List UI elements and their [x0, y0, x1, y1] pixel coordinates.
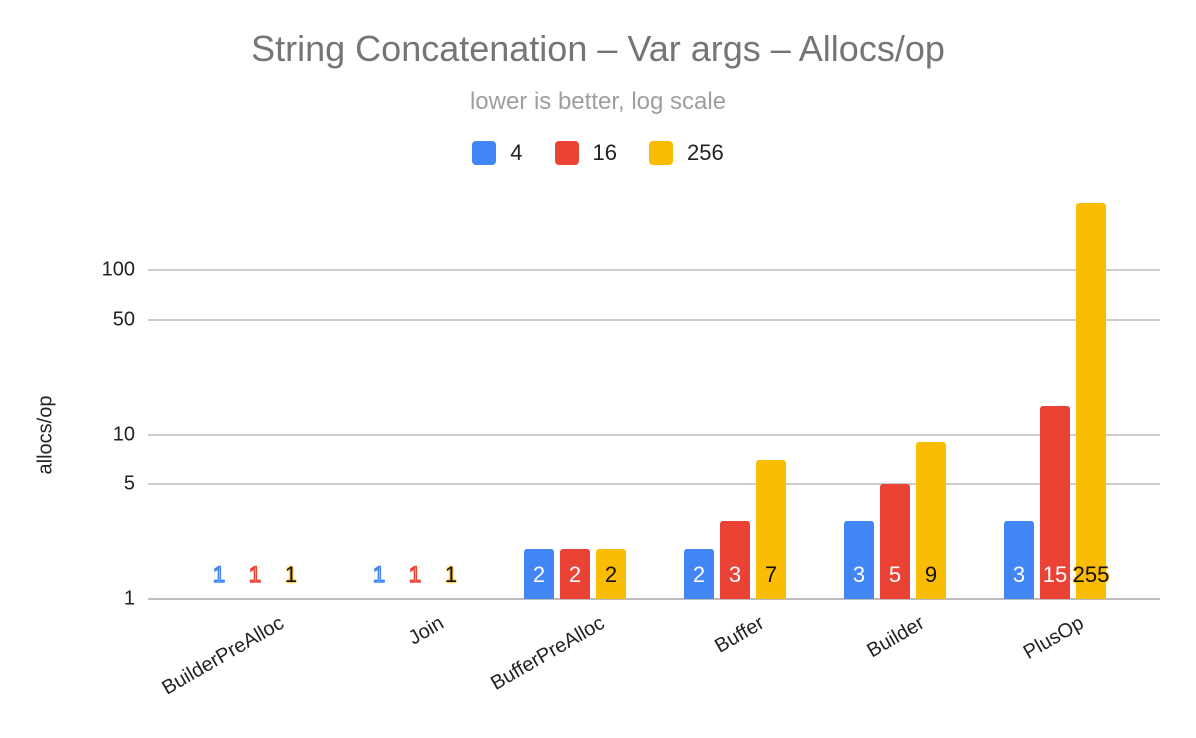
- x-tick-label: PlusOp: [1019, 612, 1088, 664]
- bar-bufferprealloc-16[interactable]: [560, 549, 590, 599]
- bar-buffer-16[interactable]: [720, 520, 750, 599]
- bar-bufferprealloc-256[interactable]: [596, 549, 626, 599]
- data-label: 3: [852, 562, 866, 587]
- legend-item-4[interactable]: 4: [472, 140, 523, 166]
- y-tick-label: 5: [123, 472, 135, 495]
- legend-swatch-16: [554, 141, 579, 165]
- legend-item-256[interactable]: 256: [649, 140, 724, 166]
- data-label: 1: [248, 562, 262, 587]
- data-label: 1: [212, 562, 226, 587]
- chart-title: String Concatenation – Var args – Allocs…: [251, 28, 945, 69]
- legend-swatch-4: [472, 141, 497, 165]
- data-label: 7: [764, 562, 778, 587]
- y-tick-label: 10: [112, 423, 135, 445]
- data-label: 2: [692, 562, 706, 587]
- y-axis-label: allocs/op: [34, 395, 57, 475]
- chart-subtitle: lower is better, log scale: [469, 88, 727, 115]
- x-tick-label: Builder: [863, 612, 929, 663]
- x-tick-label: BufferPreAlloc: [487, 612, 609, 695]
- data-label: 3: [728, 562, 742, 587]
- bar-builder-16[interactable]: [880, 484, 910, 599]
- legend-label: 16: [592, 140, 617, 165]
- data-label: 2: [532, 562, 546, 587]
- data-label: 5: [888, 562, 902, 587]
- bar-buffer-256[interactable]: [756, 459, 786, 599]
- data-label: 3: [1012, 562, 1026, 587]
- legend-label: 4: [510, 140, 523, 165]
- gridline: [148, 269, 1160, 271]
- bar-buffer-4[interactable]: [684, 549, 714, 599]
- data-label: 2: [568, 562, 582, 587]
- y-tick-label: 50: [112, 308, 135, 331]
- y-tick-label: 100: [101, 258, 135, 281]
- legend-item-16[interactable]: 16: [554, 140, 617, 166]
- x-tick-label: BuilderPreAlloc: [158, 612, 288, 700]
- bar-plusop-16[interactable]: [1040, 405, 1070, 599]
- bar-bufferprealloc-4[interactable]: [524, 549, 554, 599]
- gridline: [148, 483, 1160, 486]
- x-tick-label: Join: [404, 612, 448, 650]
- data-label: 2: [604, 562, 618, 587]
- x-tick-label: Buffer: [711, 612, 768, 658]
- data-label: 1: [444, 562, 458, 587]
- bar-builder-4[interactable]: [844, 520, 874, 599]
- data-label: 15: [1042, 562, 1068, 587]
- bar-builder-256[interactable]: [916, 442, 946, 599]
- legend-swatch-256: [649, 141, 673, 165]
- legend: 4 16 256: [0, 140, 1196, 166]
- bar-plusop-256[interactable]: [1076, 203, 1106, 599]
- gridline: [148, 433, 1160, 436]
- bar-plusop-4[interactable]: [1004, 520, 1034, 599]
- data-label: 1: [408, 562, 422, 587]
- legend-label: 256: [687, 140, 724, 165]
- data-label: 9: [924, 562, 938, 587]
- x-axis-baseline: [148, 598, 1160, 600]
- data-label: 1: [372, 562, 386, 587]
- data-label: 255: [1072, 562, 1110, 587]
- gridline: [148, 318, 1160, 321]
- y-tick-label: 1: [123, 587, 135, 610]
- data-label: 1: [284, 562, 298, 587]
